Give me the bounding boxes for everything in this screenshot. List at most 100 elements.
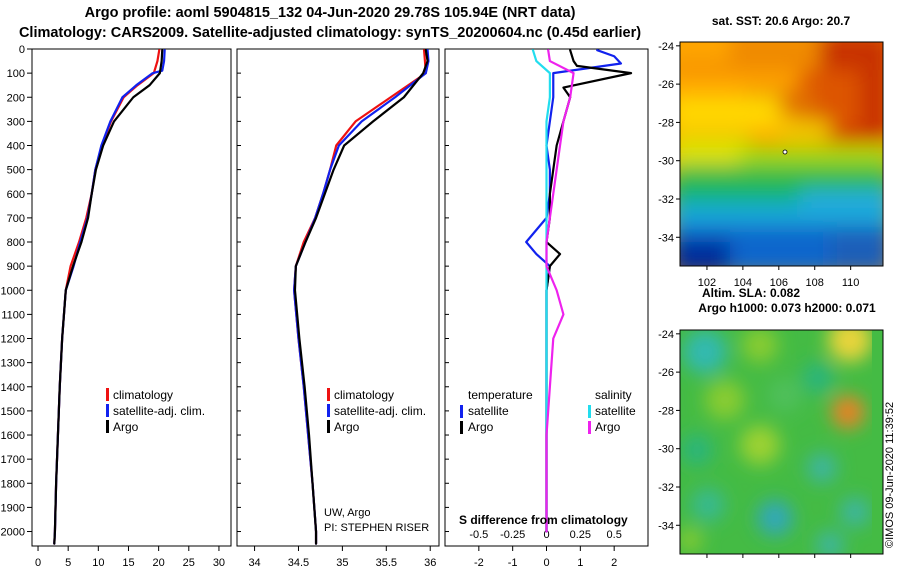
x-tick-label: 34.5 — [288, 557, 309, 569]
legend-label-satellite-adj: satellite-adj. clim. — [334, 404, 426, 418]
legend-label-temp-satellite: satellite — [468, 404, 509, 418]
salinity-difference-tick-label: -0.25 — [500, 529, 525, 541]
sla-map-frame — [679, 329, 884, 555]
sst-map-frame — [679, 41, 884, 267]
depth-tick-label: 900 — [7, 261, 25, 273]
profile-line-argo — [53, 49, 164, 545]
credit-line-1: UW, Argo — [324, 507, 370, 519]
depth-tick-label: 1300 — [1, 358, 25, 370]
depth-tick-label: 1500 — [1, 406, 25, 418]
depth-tick-label: 1600 — [1, 430, 25, 442]
x-tick-label: 2 — [611, 557, 617, 569]
depth-tick-label: 1000 — [1, 285, 25, 297]
lat-tick-label: -28 — [658, 117, 674, 129]
lat-tick-label: -34 — [658, 520, 674, 532]
legend-swatch-argo — [106, 420, 109, 433]
legend-swatch-temp-satellite — [460, 405, 463, 418]
lat-tick-label: -30 — [658, 156, 674, 168]
legend-title-salinity: salinity — [595, 388, 632, 402]
title-line-2: Climatology: CARS2009. Satellite-adjuste… — [18, 25, 642, 41]
x-tick-label: 15 — [122, 557, 134, 569]
legend-swatch-argo — [327, 420, 330, 433]
x-tick-label: -1 — [508, 557, 518, 569]
float-position-marker — [782, 149, 788, 155]
title-line-1: Argo profile: aoml 5904815_132 04-Jun-20… — [84, 5, 576, 21]
depth-tick-label: 200 — [7, 92, 25, 104]
lat-tick-label: -24 — [658, 329, 674, 341]
profile-line-temperature-argo — [545, 49, 633, 533]
difference-legend: temperature satellite Argo salinity sate… — [460, 388, 636, 434]
legend-swatch-climatology — [106, 388, 109, 401]
depth-tick-label: 400 — [7, 141, 25, 153]
legend-swatch-temp-argo — [460, 421, 463, 434]
imos-credit: ©IMOS 09-Jun-2020 11:39:52 — [884, 402, 896, 548]
sst-map-title: sat. SST: 20.6 Argo: 20.7 — [712, 14, 851, 28]
lat-tick-label: -26 — [658, 79, 674, 91]
x-tick-label: 1 — [577, 557, 583, 569]
salinity-panel-frame — [236, 48, 440, 547]
salinity-difference-tick-label: -0.5 — [469, 529, 488, 541]
legend-label-climatology: climatology — [113, 388, 173, 402]
profile-line-temperature-satellite — [525, 49, 623, 533]
salinity-difference-caption: S difference from climatology — [459, 513, 628, 527]
legend-swatch-satellite-adj — [106, 404, 109, 417]
x-tick-label: 0 — [35, 557, 41, 569]
legend-label-climatology: climatology — [334, 388, 394, 402]
legend-label-temp-argo: Argo — [468, 420, 494, 434]
depth-tick-label: 1700 — [1, 454, 25, 466]
temperature-legend: climatology satellite-adj. clim. Argo — [106, 388, 205, 434]
x-tick-label: -2 — [474, 557, 484, 569]
x-tick-label: 10 — [92, 557, 104, 569]
lat-tick-label: -24 — [658, 41, 674, 53]
sla-map-title-1: Altim. SLA: 0.082 — [702, 286, 800, 300]
lon-tick-label: 108 — [806, 277, 824, 289]
depth-tick-label: 600 — [7, 189, 25, 201]
depth-tick-label: 700 — [7, 213, 25, 225]
x-tick-label: 35 — [336, 557, 348, 569]
legend-label-sal-satellite: satellite — [595, 404, 636, 418]
legend-swatch-sal-satellite — [588, 405, 591, 418]
credit-line-2: PI: STEPHEN RISER — [324, 522, 429, 534]
lat-tick-label: -32 — [658, 194, 674, 206]
lat-tick-label: -30 — [658, 444, 674, 456]
lon-tick-label: 106 — [770, 277, 788, 289]
depth-tick-label: 1900 — [1, 502, 25, 514]
profile-line-salinity-satellite — [531, 49, 551, 533]
lat-tick-label: -34 — [658, 232, 674, 244]
profile-line-satellite-adj-clim- — [53, 49, 166, 545]
lon-tick-label: 104 — [734, 277, 752, 289]
temperature-panel-frame — [31, 48, 232, 547]
x-tick-label: 25 — [183, 557, 195, 569]
legend-swatch-climatology — [327, 388, 330, 401]
profile-line-satellite-adj-clim- — [292, 49, 430, 545]
legend-label-satellite-adj: satellite-adj. clim. — [113, 404, 205, 418]
sla-map-title-2: Argo h1000: 0.073 h2000: 0.071 — [698, 301, 876, 315]
lon-tick-label: 102 — [698, 277, 716, 289]
legend-label-argo: Argo — [334, 420, 360, 434]
sst-heatmap — [680, 42, 883, 266]
depth-tick-label: 300 — [7, 116, 25, 128]
depth-tick-label: 1800 — [1, 478, 25, 490]
salinity-difference-tick-label: 0.5 — [607, 529, 622, 541]
lat-tick-label: -28 — [658, 405, 674, 417]
x-tick-label: 36 — [424, 557, 436, 569]
x-tick-label: 30 — [213, 557, 225, 569]
salinity-difference-tick-label: 0.25 — [570, 529, 591, 541]
x-tick-label: 5 — [65, 557, 71, 569]
x-tick-label: 20 — [153, 557, 165, 569]
legend-label-sal-argo: Argo — [595, 420, 621, 434]
legend-title-temperature: temperature — [468, 388, 533, 402]
depth-tick-label: 0 — [19, 44, 25, 56]
profile-line-climatology — [53, 49, 161, 545]
lat-tick-label: -26 — [658, 367, 674, 379]
depth-tick-label: 800 — [7, 237, 25, 249]
x-tick-label: 34 — [248, 557, 260, 569]
lon-tick-label: 110 — [842, 277, 860, 289]
depth-tick-label: 500 — [7, 165, 25, 177]
depth-tick-label: 2000 — [1, 527, 25, 539]
depth-tick-label: 1200 — [1, 334, 25, 346]
lat-tick-label: -32 — [658, 482, 674, 494]
salinity-legend: climatology satellite-adj. clim. Argo — [327, 388, 426, 434]
x-tick-label: 0 — [543, 557, 549, 569]
